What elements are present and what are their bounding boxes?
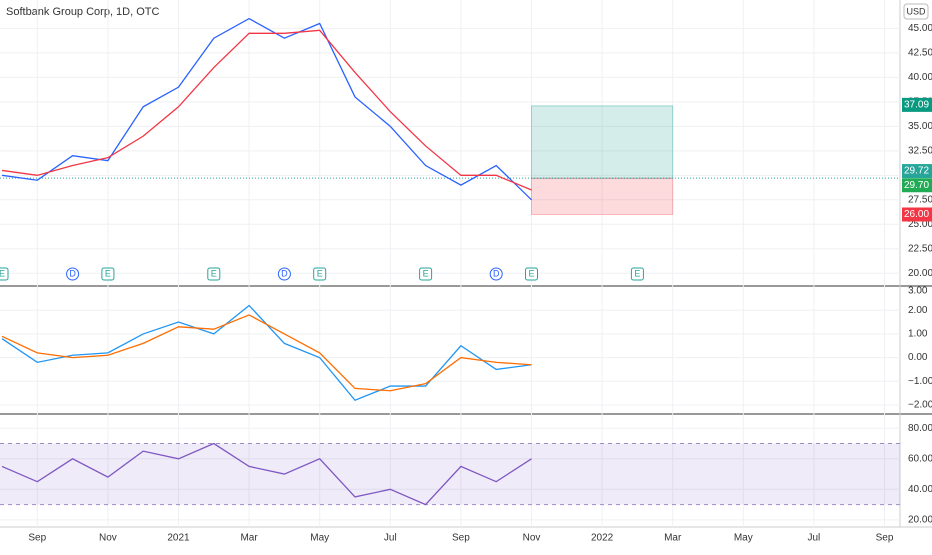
y-tick-label: 32.50: [908, 145, 932, 156]
price-label: 37.09: [904, 100, 929, 111]
y-tick-label: 1.00: [908, 329, 928, 340]
y-tick-label: 40.00: [908, 72, 932, 83]
x-tick-label: Mar: [240, 533, 258, 544]
x-tick-label: May: [310, 533, 329, 544]
series-line: [1, 29, 532, 191]
y-tick-label: 40.00: [908, 484, 932, 495]
y-tick-label: 60.00: [908, 453, 932, 464]
y-tick-label: 42.50: [908, 48, 932, 59]
x-tick-label: Sep: [28, 533, 46, 544]
event-label: E: [0, 268, 5, 278]
x-tick-label: May: [734, 533, 753, 544]
y-tick-label: 2.00: [908, 305, 928, 316]
dividend-marker: [277, 267, 291, 281]
series-line: [1, 17, 532, 201]
y-tick-label: 45.00: [908, 23, 932, 34]
event-label: D: [493, 268, 500, 278]
profit-zone: [531, 105, 674, 179]
dividend-marker: [66, 267, 80, 281]
earnings-marker: [207, 267, 221, 281]
y-tick-label: 20.00: [908, 268, 932, 279]
earnings-marker: [419, 267, 433, 281]
rsi-band: [0, 443, 900, 505]
earnings-marker: [0, 267, 9, 281]
event-label: E: [317, 268, 323, 278]
x-tick-label: Jul: [808, 533, 821, 544]
y-tick-label: 3.00: [908, 286, 928, 297]
event-label: D: [69, 268, 76, 278]
y-tick-label: 22.50: [908, 243, 932, 254]
event-label: E: [634, 268, 640, 278]
x-tick-label: Nov: [99, 533, 117, 544]
chart-title: Softbank Group Corp, 1D, OTC: [6, 6, 160, 18]
y-tick-label: 20.00: [908, 514, 932, 525]
y-tick-label: 35.00: [908, 121, 932, 132]
earnings-marker: [101, 267, 115, 281]
y-tick-label: 0.00: [908, 352, 928, 363]
x-tick-label: Nov: [523, 533, 541, 544]
event-label: E: [528, 268, 534, 278]
currency: USD: [906, 6, 926, 16]
event-label: E: [423, 268, 429, 278]
event-label: E: [105, 268, 111, 278]
dividend-marker: [489, 267, 503, 281]
x-tick-label: 2022: [591, 533, 614, 544]
y-tick-label: 27.50: [908, 194, 932, 205]
x-tick-label: 2021: [167, 533, 190, 544]
event-label: E: [211, 268, 217, 278]
earnings-marker: [525, 267, 538, 281]
price-label-box: [902, 178, 932, 193]
x-tick-label: Sep: [876, 533, 894, 544]
y-tick-label: −1.00: [908, 376, 932, 387]
price-label-box: [902, 97, 932, 112]
price-label: 29.70: [904, 180, 929, 191]
series-line: [1, 442, 532, 506]
x-tick-label: Jul: [384, 533, 397, 544]
x-tick-label: Sep: [452, 533, 470, 544]
price-label: 29.72: [904, 166, 929, 177]
event-label: D: [281, 268, 288, 278]
currency-badge[interactable]: [903, 3, 929, 20]
y-tick-label: −2.00: [908, 400, 932, 411]
loss-zone: [531, 177, 674, 215]
price-label-box: [902, 164, 932, 179]
price-label: 26.00: [904, 209, 929, 220]
earnings-marker: [630, 267, 644, 281]
series-line: [1, 314, 532, 392]
price-label-box: [902, 207, 932, 222]
y-tick-label: 25.00: [908, 219, 932, 230]
x-tick-label: Mar: [664, 533, 682, 544]
y-tick-label: 80.00: [908, 423, 932, 434]
earnings-marker: [313, 267, 327, 281]
